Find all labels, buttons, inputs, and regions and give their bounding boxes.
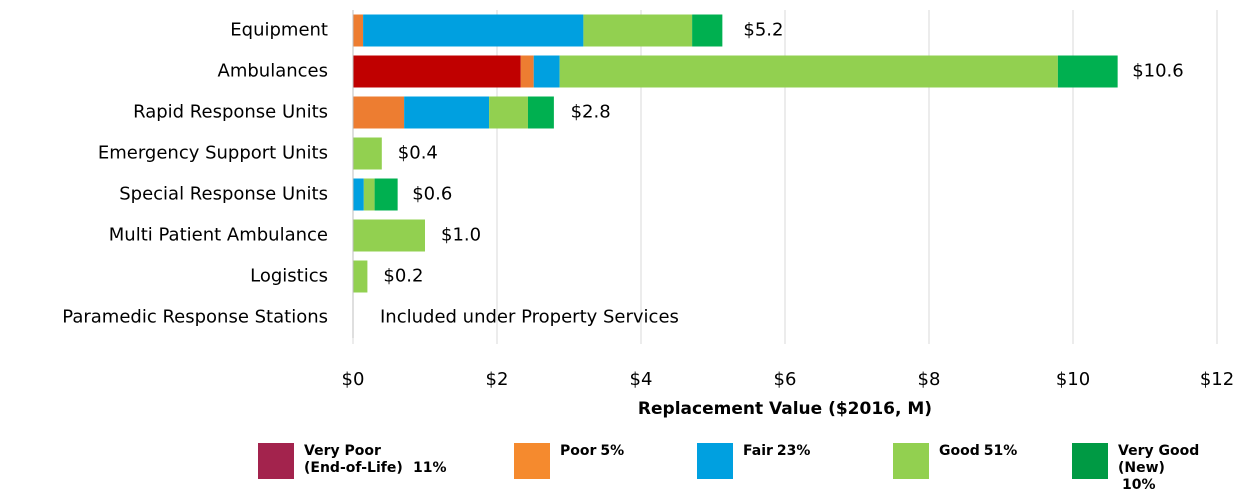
bar-segment bbox=[533, 55, 560, 88]
x-tick-label: $8 bbox=[918, 369, 941, 390]
y-tick-label: Logistics bbox=[250, 266, 328, 287]
legend-item: Poor 5% bbox=[514, 443, 624, 479]
bar-segment bbox=[353, 260, 368, 293]
legend-share: 23% bbox=[776, 443, 811, 459]
y-tick-label: Rapid Response Units bbox=[133, 102, 328, 123]
x-axis-title: Replacement Value ($2016, M) bbox=[638, 399, 932, 419]
annotation: Included under Property Services bbox=[380, 307, 679, 328]
legend-text: Good 51% bbox=[939, 443, 1017, 460]
bar-segment bbox=[1057, 55, 1118, 88]
legend-swatch bbox=[1072, 443, 1108, 479]
legend-text: Fair 23% bbox=[743, 443, 810, 460]
legend-label: Very Good (New) bbox=[1118, 443, 1200, 476]
y-tick-label: Ambulances bbox=[218, 61, 328, 82]
total-label: $5.2 bbox=[743, 20, 783, 41]
legend-item: Very Good (New)10% bbox=[1072, 443, 1249, 494]
legend-label: Very Poor (End-of-Life) bbox=[304, 443, 403, 476]
legend-share: 10% bbox=[1122, 477, 1156, 493]
y-tick-label: Emergency Support Units bbox=[98, 143, 328, 164]
legend-share: 11% bbox=[413, 460, 447, 476]
legend-label: Fair bbox=[743, 443, 773, 459]
legend-text: Poor 5% bbox=[560, 443, 624, 460]
bar-segment bbox=[363, 178, 375, 211]
bar-segment bbox=[353, 178, 364, 211]
chart: Replacement Value ($2016, M) $0 $2 $4 $6 $8 $… bbox=[62, 10, 1234, 419]
legend-item: Very Poor (End-of-Life) 11% bbox=[258, 443, 447, 479]
legend-swatch bbox=[893, 443, 929, 479]
bar-segment bbox=[353, 96, 405, 129]
bar-segment bbox=[374, 178, 398, 211]
total-label: $0.4 bbox=[398, 143, 438, 164]
x-tick-label: $12 bbox=[1200, 369, 1234, 390]
legend-label: Good bbox=[939, 443, 980, 459]
y-tick-label: Paramedic Response Stations bbox=[62, 307, 328, 328]
y-tick-label: Special Response Units bbox=[119, 184, 328, 205]
legend-label: Poor bbox=[560, 443, 597, 459]
bar-segment bbox=[583, 14, 693, 47]
bar-segment bbox=[559, 55, 1058, 88]
legend-text: Very Poor (End-of-Life) 11% bbox=[304, 443, 447, 477]
legend-swatch bbox=[258, 443, 294, 479]
legend-item: Good 51% bbox=[893, 443, 1017, 479]
legend-share: 5% bbox=[600, 443, 625, 459]
bar-segment bbox=[353, 55, 521, 88]
total-label: $1.0 bbox=[441, 225, 481, 246]
legend-item: Fair 23% bbox=[697, 443, 810, 479]
total-label: $0.6 bbox=[412, 184, 452, 205]
bar-segment bbox=[353, 219, 425, 252]
legend: Very Poor (End-of-Life) 11% Poor 5% Fair 23% G… bbox=[0, 440, 1249, 493]
bar-segment bbox=[353, 137, 382, 170]
x-tick-label: $4 bbox=[630, 369, 653, 390]
x-tick-label: $10 bbox=[1056, 369, 1090, 390]
x-tick-label: $0 bbox=[342, 369, 365, 390]
legend-text: Very Good (New)10% bbox=[1118, 443, 1249, 494]
bar-segment bbox=[363, 14, 584, 47]
bar-segment bbox=[489, 96, 528, 129]
x-tick-label: $6 bbox=[774, 369, 797, 390]
x-tick-label: $2 bbox=[486, 369, 509, 390]
legend-swatch bbox=[514, 443, 550, 479]
legend-swatch bbox=[697, 443, 733, 479]
bar-segment bbox=[527, 96, 554, 129]
total-label: $10.6 bbox=[1132, 61, 1184, 82]
bar-segment bbox=[404, 96, 490, 129]
total-label: $0.2 bbox=[383, 266, 423, 287]
y-tick-label: Equipment bbox=[230, 20, 328, 41]
bar-segment bbox=[692, 14, 723, 47]
bar-segment bbox=[520, 55, 534, 88]
y-tick-label: Multi Patient Ambulance bbox=[109, 225, 328, 246]
legend-share: 51% bbox=[983, 443, 1018, 459]
total-label: $2.8 bbox=[571, 102, 611, 123]
bar-segment bbox=[353, 14, 364, 47]
